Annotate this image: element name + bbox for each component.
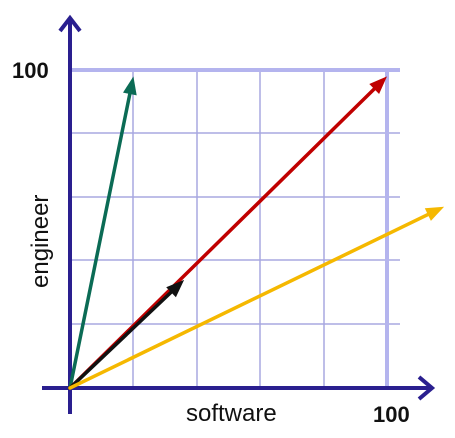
y-axis-arrowhead [58, 14, 82, 33]
x-axis-arrowhead [417, 375, 436, 401]
vector-yellow-arrowhead [424, 206, 445, 221]
vector-black-arrowhead [166, 279, 185, 298]
vector-black-shaft [68, 289, 175, 390]
vector-green [68, 76, 137, 390]
vector-yellow-shaft [68, 211, 432, 390]
x-tick-label-100: 100 [373, 402, 410, 427]
vector-green-arrowhead [123, 76, 137, 96]
y-tick-label-100: 100 [12, 58, 49, 83]
vector-green-shaft [68, 90, 132, 390]
vector-black [68, 279, 185, 390]
vector-yellow [68, 206, 445, 390]
grid [70, 68, 400, 388]
labels: 100 100 software engineer [12, 58, 410, 427]
axes [42, 14, 436, 414]
y-axis-label: engineer [27, 195, 54, 288]
vector-red-arrowhead [369, 76, 387, 94]
vectors [68, 76, 445, 390]
x-axis-label: software [186, 400, 277, 427]
